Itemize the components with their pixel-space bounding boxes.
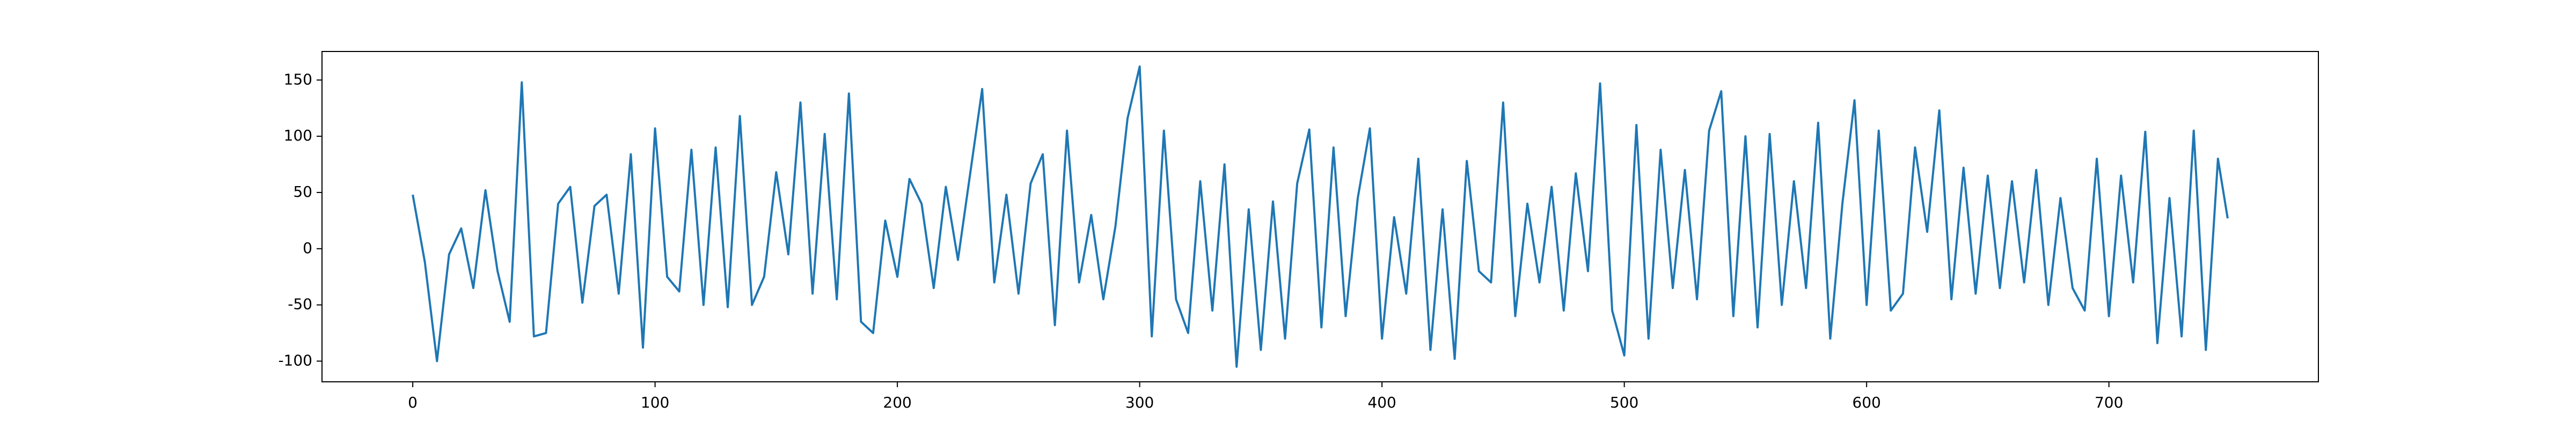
y-tick-label: -100 bbox=[278, 351, 312, 369]
y-tick-label: -50 bbox=[288, 295, 312, 313]
x-tick-label: 100 bbox=[641, 394, 669, 411]
x-tick-label: 0 bbox=[408, 394, 418, 411]
y-tick-label: 50 bbox=[293, 183, 312, 201]
x-tick-label: 200 bbox=[883, 394, 911, 411]
y-tick-label: 0 bbox=[303, 239, 312, 257]
x-tick-label: 700 bbox=[2095, 394, 2123, 411]
y-tick-label: 100 bbox=[284, 127, 312, 144]
line bbox=[412, 65, 2229, 368]
x-tick-label: 300 bbox=[1125, 394, 1154, 411]
y-tick-label: 150 bbox=[284, 70, 312, 88]
x-tick-label: 500 bbox=[1610, 394, 1638, 411]
axes-frame bbox=[321, 51, 2319, 382]
x-tick-label: 400 bbox=[1367, 394, 1396, 411]
x-tick-label: 600 bbox=[1852, 394, 1880, 411]
